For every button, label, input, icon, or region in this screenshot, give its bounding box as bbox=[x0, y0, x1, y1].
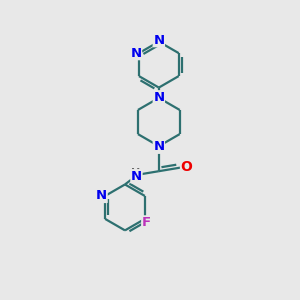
Text: N: N bbox=[153, 91, 164, 104]
Text: H: H bbox=[131, 168, 140, 178]
Text: N: N bbox=[153, 140, 164, 153]
Text: N: N bbox=[153, 34, 164, 47]
Text: N: N bbox=[131, 170, 142, 183]
Text: N: N bbox=[130, 46, 142, 60]
Text: O: O bbox=[181, 160, 192, 174]
Text: N: N bbox=[96, 189, 107, 203]
Text: F: F bbox=[142, 216, 151, 229]
